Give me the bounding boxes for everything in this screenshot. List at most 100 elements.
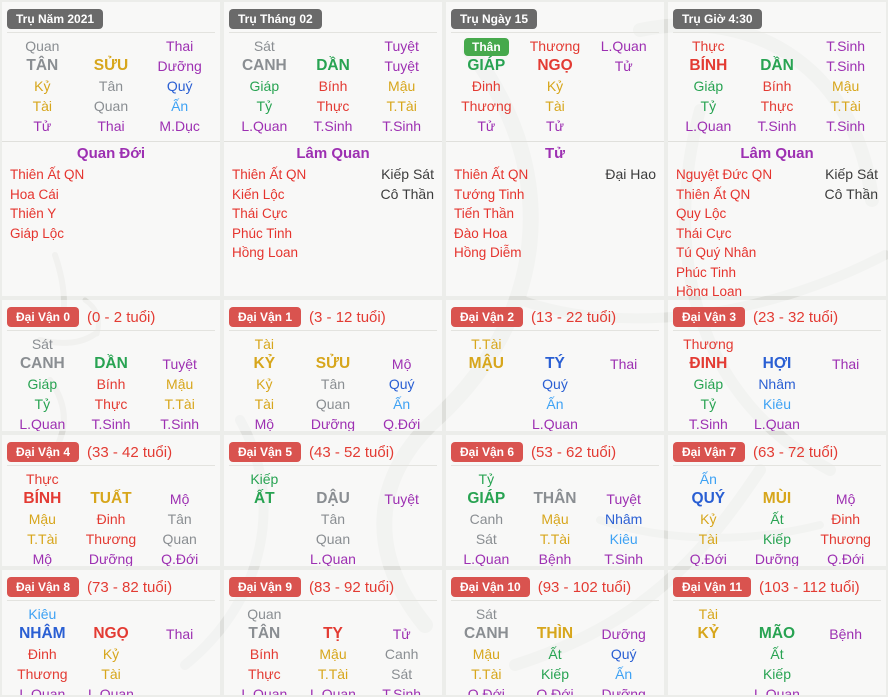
grid-empty: [77, 334, 146, 354]
grid-token: ẤT: [253, 490, 275, 507]
grid-token: T.Sinh: [826, 38, 866, 54]
cell-header: Trụ Tháng 02: [229, 2, 437, 33]
grid-token: Tài: [698, 606, 719, 622]
grid-token: Q.Đới: [689, 551, 727, 566]
stems-branches-grid: Sát CANH THÌN Dưỡng Mậu Ất Quý T.Tài Kiếp Ấn Q.Đới…: [446, 601, 664, 695]
daivan-cell-10[interactable]: Đại Vận 10 (93 - 102 tuổi) Sát CANH THÌN Dưỡn…: [446, 570, 664, 695]
grid-token: Quan: [315, 396, 351, 412]
daivan-cell-4[interactable]: Đại Vận 4 (33 - 42 tuổi) Thực BÍNH TUẤT Mộ Mậu…: [2, 435, 220, 566]
grid-token: Giáp: [27, 376, 58, 392]
grid-token: Q.Đới: [536, 686, 574, 695]
grid-token: Quan: [93, 98, 129, 114]
grid-token: Dưỡng: [754, 551, 800, 566]
grid-empty: [589, 394, 658, 414]
grid-token: Ấn: [393, 396, 411, 412]
cell-header: Đại Vận 7 (63 - 72 tuổi): [673, 435, 881, 466]
grid-token: Thương: [683, 336, 734, 352]
stars-list-left: Thiên Ất QN Tướng Tinh Tiến Thần Đào Hoa Hồn…: [454, 165, 528, 263]
grid-empty: [521, 334, 590, 354]
age-range: (3 - 12 tuổi): [309, 308, 386, 326]
grid-token: BÍNH: [689, 57, 728, 74]
stems-branches-grid: T.Tài MẬU TÝ Thai Quý Ấn L.Quan: [446, 331, 664, 431]
cell-header: Đại Vận 4 (33 - 42 tuổi): [7, 435, 215, 466]
daivan-cell-5[interactable]: Đại Vận 5 (43 - 52 tuổi) Kiếp ẤT DẬU Tuyệt Tân…: [224, 435, 442, 566]
age-range: (73 - 82 tuổi): [87, 578, 173, 596]
grid-token: Kiếp: [250, 471, 279, 487]
grid-empty: [299, 604, 368, 624]
stems-branches-grid: Quan Thai TÂN SỬU Dưỡng Kỷ Tân Quý Tài Quan Ấn Tử Th…: [2, 33, 220, 142]
grid-token: QUÝ: [691, 490, 726, 507]
grid-token: NGỌ: [537, 57, 573, 74]
grid-token: TÝ: [545, 355, 565, 372]
grid-token: T.Sinh: [382, 118, 422, 134]
daivan-badge: Đại Vận 6: [451, 442, 524, 462]
grid-empty: [811, 644, 880, 664]
aux-star-item: Kiếp Sát: [825, 166, 878, 182]
daivan-cell-8[interactable]: Đại Vận 8 (73 - 82 tuổi) Kiêu NHÂM NGỌ Thai Đi…: [2, 570, 220, 695]
grid-token: Quý: [388, 376, 415, 392]
grid-token: TÂN: [26, 57, 59, 74]
stage-title: Quan Đới: [76, 145, 146, 162]
grid-token: Thực: [316, 98, 350, 114]
grid-token: Tuyệt: [384, 38, 419, 54]
daivan-badge: Đại Vận 11: [673, 577, 752, 597]
grid-token: Thương: [461, 98, 512, 114]
grid-token: Tân: [320, 376, 346, 392]
grid-token: Kiêu: [28, 606, 57, 622]
grid-empty: [589, 414, 658, 431]
grid-token: Q.Đới: [383, 416, 421, 431]
star-item: Tiến Thần: [454, 206, 515, 221]
grid-token: T.Sinh: [160, 416, 200, 431]
grid-empty: [367, 334, 436, 354]
grid-token: T.Sinh: [604, 551, 644, 566]
aux-star-item: Cô Thần: [824, 185, 878, 202]
grid-token: Kiêu: [609, 531, 638, 547]
age-range: (43 - 52 tuổi): [309, 443, 395, 461]
daivan-cell-1[interactable]: Đại Vận 1 (3 - 12 tuổi) Tài KỶ SỬU Mộ Kỷ Tân Quý…: [224, 300, 442, 431]
grid-token: Tài: [32, 98, 53, 114]
grid-token: Sát: [475, 606, 497, 622]
grid-empty: [589, 76, 658, 96]
aux-star-item: Cô Thần: [380, 185, 434, 202]
grid-empty: [811, 414, 880, 431]
grid-token: KỶ: [253, 355, 276, 372]
grid-token: Đinh: [96, 511, 126, 527]
cell-header: Đại Vận 9 (83 - 92 tuổi): [229, 570, 437, 601]
daivan-badge: Đại Vận 1: [229, 307, 302, 327]
star-item: Nguyệt Đức QN: [676, 167, 773, 182]
grid-token: Mộ: [254, 416, 275, 431]
grid-empty: [77, 604, 146, 624]
daivan-cell-7[interactable]: Đại Vận 7 (63 - 72 tuổi) Ấn QUÝ MÙI Mộ Kỷ Ất Đin…: [668, 435, 886, 566]
age-range: (13 - 22 tuổi): [531, 308, 617, 326]
grid-token: T.Tài: [830, 98, 861, 114]
grid-token: Dưỡng: [601, 686, 646, 695]
star-item: Thiên Ất QN: [676, 186, 751, 202]
grid-empty: [145, 664, 214, 684]
grid-empty: [743, 469, 812, 489]
stems-branches-grid: Thực T.Sinh BÍNH DẦN T.Sinh Giáp Bính Mậu Tỷ Thực…: [668, 33, 886, 142]
grid-token: L.Quan: [310, 551, 356, 566]
grid-token: Mậu: [388, 78, 416, 94]
cell-header: Trụ Giờ 4:30: [673, 2, 881, 33]
grid-token: L.Quan: [241, 118, 288, 134]
grid-token: L.Quan: [241, 686, 288, 695]
grid-token: TUẤT: [90, 490, 132, 507]
daivan-cell-6[interactable]: Đại Vận 6 (53 - 62 tuổi) Tỷ GIÁP THÂN Tuyệt Ca…: [446, 435, 664, 566]
grid-token: CANH: [463, 625, 509, 642]
daivan-cell-2[interactable]: Đại Vận 2 (13 - 22 tuổi) T.Tài MẬU TÝ Thai Quý…: [446, 300, 664, 431]
grid-empty: [145, 334, 214, 354]
grid-token: Thai: [166, 38, 194, 54]
daivan-cell-11[interactable]: Đại Vận 11 (103 - 112 tuổi) Tài KỶ MÃO Bệnh Ất…: [668, 570, 886, 695]
cell-header: Đại Vận 8 (73 - 82 tuổi): [7, 570, 215, 601]
grid-token: T.Sinh: [313, 118, 353, 134]
star-item: Đào Hoa: [454, 225, 508, 241]
grid-empty: [145, 684, 214, 695]
grid-token: HỢI: [762, 355, 792, 372]
daivan-cell-9[interactable]: Đại Vận 9 (83 - 92 tuổi) Quan TÂN TỴ Tử Bính Mậ…: [224, 570, 442, 695]
star-item: Thiên Ất QN: [232, 167, 307, 182]
grid-token: Kiếp: [540, 666, 569, 682]
grid-empty: [811, 394, 880, 414]
daivan-cell-3[interactable]: Đại Vận 3 (23 - 32 tuổi) Thương ĐINH HỢI Thai…: [668, 300, 886, 431]
daivan-badge: Đại Vận 0: [7, 307, 80, 327]
daivan-cell-0[interactable]: Đại Vận 0 (0 - 2 tuổi) Sát CANH DẦN Tuyệt Giáp…: [2, 300, 220, 431]
